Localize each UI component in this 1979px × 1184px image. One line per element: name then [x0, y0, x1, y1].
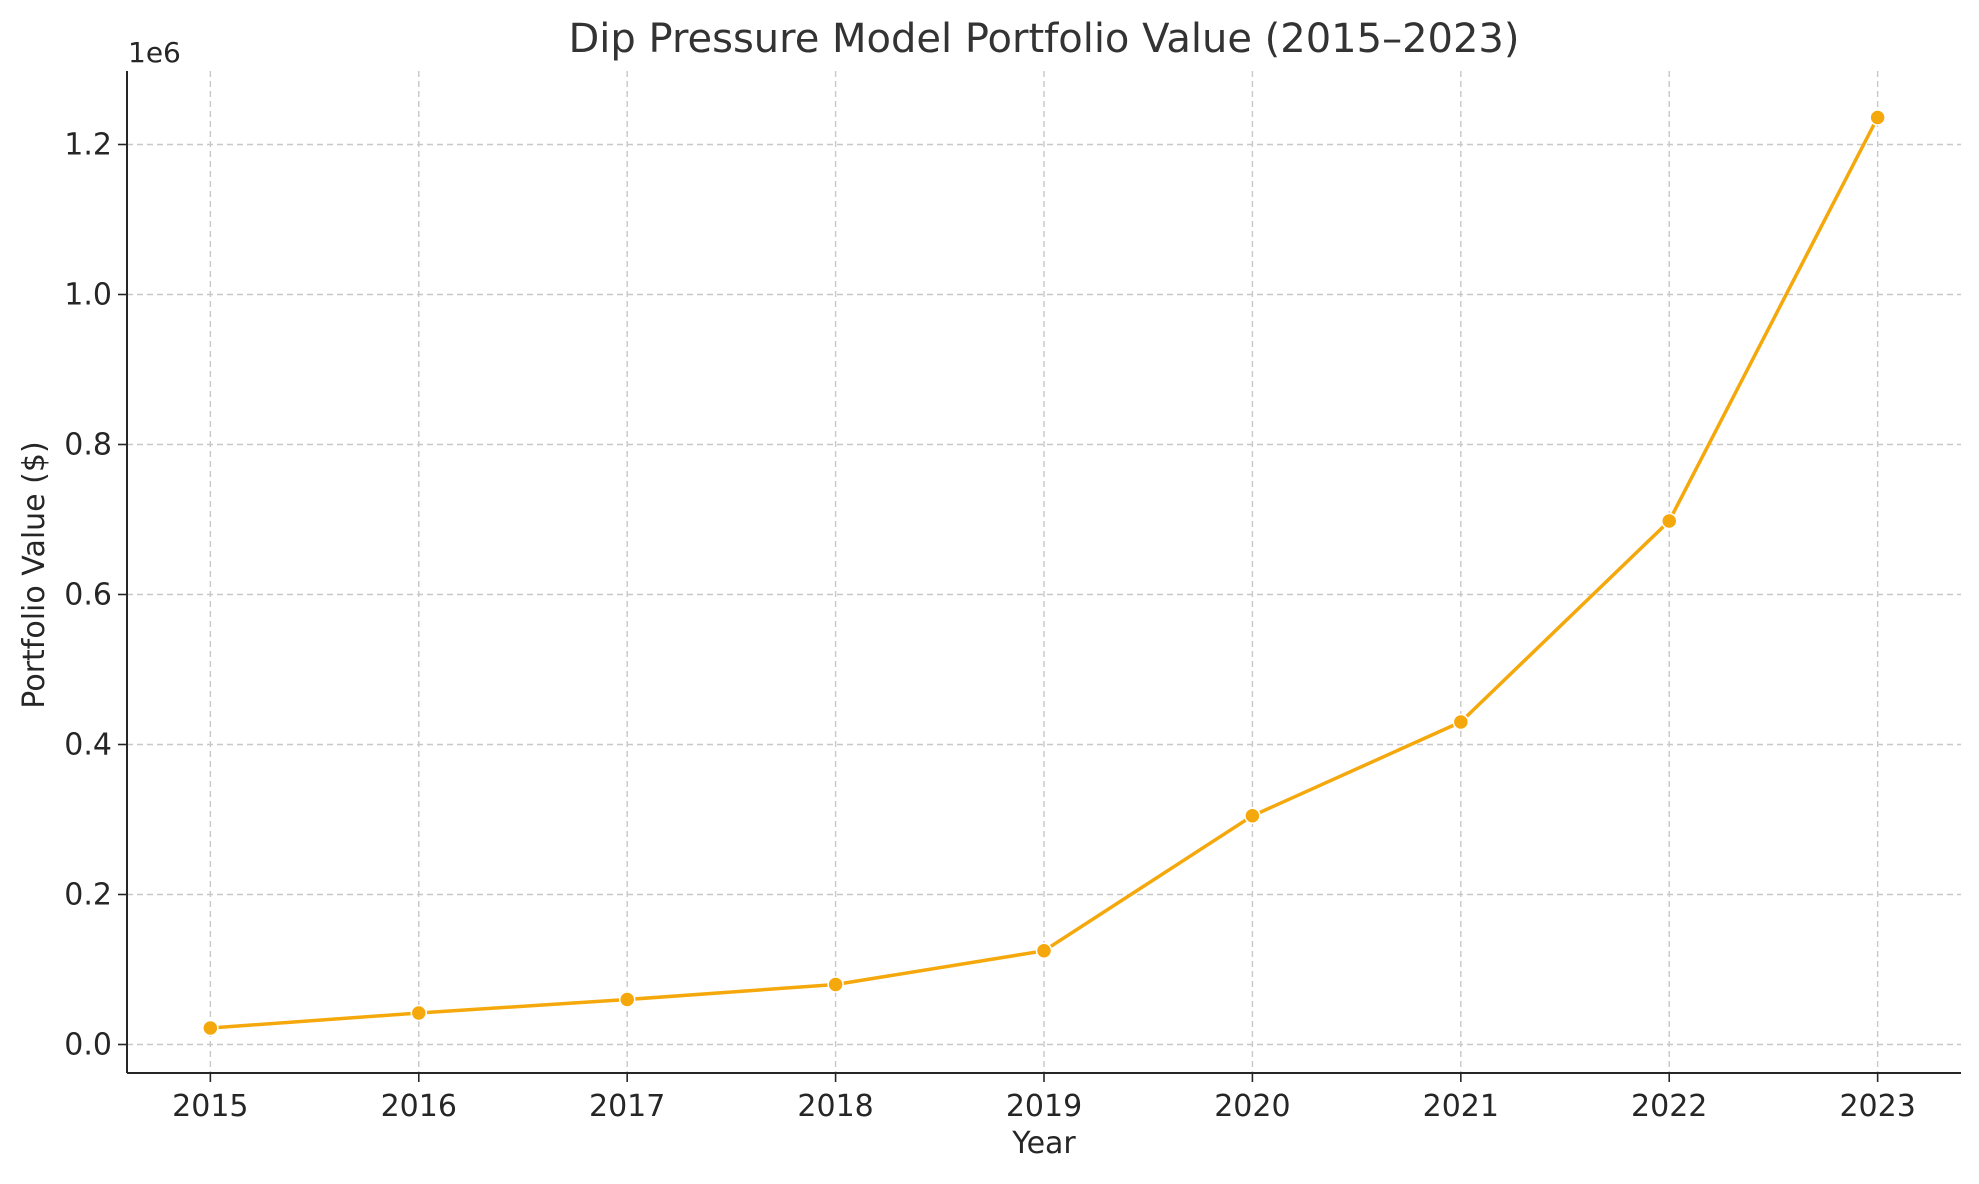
y-tick-label: 0.4: [64, 728, 112, 763]
y-tick-label: 0.6: [64, 578, 112, 613]
x-axis-label: Year: [1011, 1126, 1076, 1161]
y-tick-label: 0.8: [64, 428, 112, 463]
tick-labels: 2015 2016 2017 2018 2019 2020 2021 2022 2023 0.0 0…: [64, 128, 1916, 1125]
data-point: [618, 991, 636, 1008]
y-axis-offset-label: 1e6: [128, 36, 181, 69]
y-tick-label: 0.2: [64, 878, 112, 913]
y-axis-label: Portfolio Value ($): [17, 441, 52, 708]
x-tick-label: 2020: [1214, 1089, 1290, 1124]
x-tick-label: 2021: [1423, 1089, 1499, 1124]
data-point: [202, 1019, 219, 1037]
axes: [118, 71, 1961, 1082]
data-point: [1244, 807, 1261, 824]
x-tick-label: 2015: [172, 1089, 248, 1124]
x-tick-label: 2018: [797, 1089, 873, 1124]
y-tick-label: 1.2: [64, 128, 112, 163]
x-tick-label: 2017: [589, 1089, 665, 1124]
data-point: [827, 976, 844, 993]
data-point: [1869, 109, 1886, 126]
y-tick-label: 0.0: [64, 1028, 112, 1063]
x-tick-label: 2016: [381, 1089, 457, 1124]
x-tick-label: 2023: [1839, 1089, 1915, 1124]
x-tick-label: 2019: [1006, 1089, 1082, 1124]
y-tick-label: 1.0: [64, 278, 112, 313]
data-point: [410, 1004, 428, 1022]
grid-lines: [127, 71, 1961, 1073]
data-point: [1452, 713, 1470, 731]
data-point: [1660, 512, 1678, 530]
series-layer: [202, 109, 1886, 1037]
x-tick-label: 2022: [1631, 1089, 1707, 1124]
chart-title: Dip Pressure Model Portfolio Value (2015…: [569, 16, 1520, 62]
data-point: [1035, 942, 1053, 959]
